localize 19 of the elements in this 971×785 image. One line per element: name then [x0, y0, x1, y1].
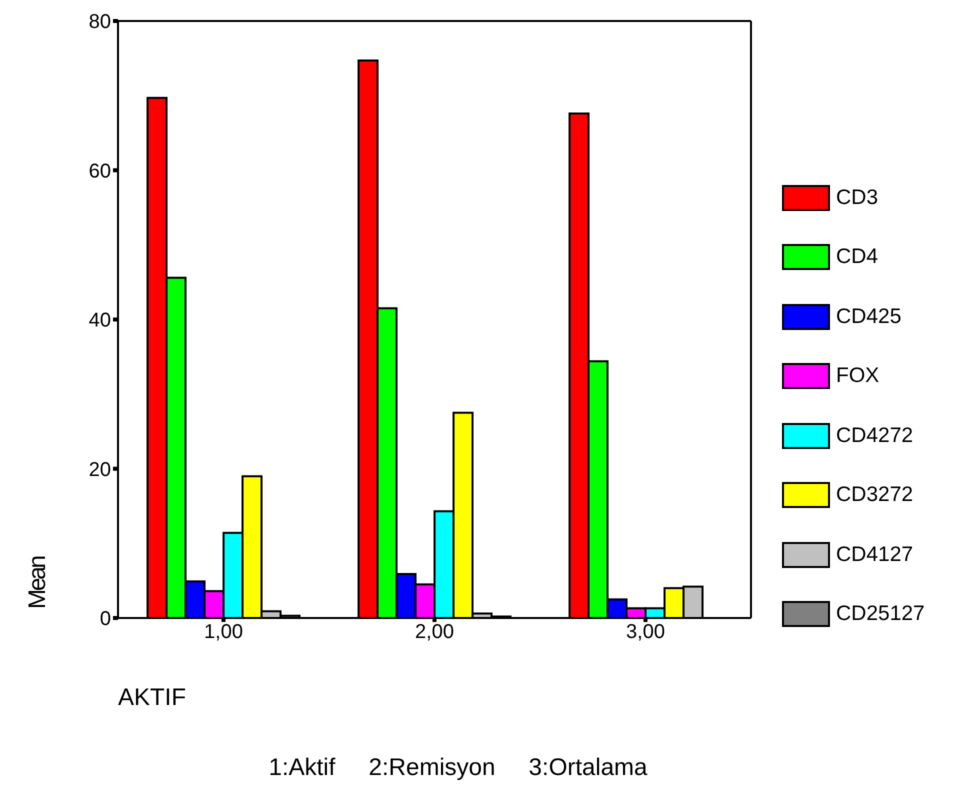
legend-label: CD25127: [836, 602, 925, 626]
y-tick-label: 80: [88, 11, 111, 34]
x-tick-label: 2,00: [415, 621, 454, 644]
legend-label: CD425: [836, 304, 902, 329]
x-tick-label: 1,00: [204, 621, 243, 644]
x-axis-title: AKTIF: [118, 684, 186, 712]
legend-label: CD3: [836, 186, 878, 210]
legend-label: CD4127: [836, 542, 914, 567]
legend-label: FOX: [836, 364, 880, 388]
legend-label: CD4: [836, 245, 878, 270]
legend-label: CD4272: [836, 424, 914, 448]
y-tick-label: 20: [88, 458, 111, 481]
text: 1:Aktif 2:Remisyon 3:Ortalama: [268, 754, 648, 782]
y-tick-label: 40: [88, 310, 111, 332]
legend-label: CD3272: [836, 483, 914, 508]
y-axis-title: Mean: [24, 556, 52, 612]
y-tick-label: 0: [100, 608, 111, 630]
y-tick-label: 60: [88, 160, 111, 182]
x-tick-label: 3,00: [626, 621, 665, 644]
